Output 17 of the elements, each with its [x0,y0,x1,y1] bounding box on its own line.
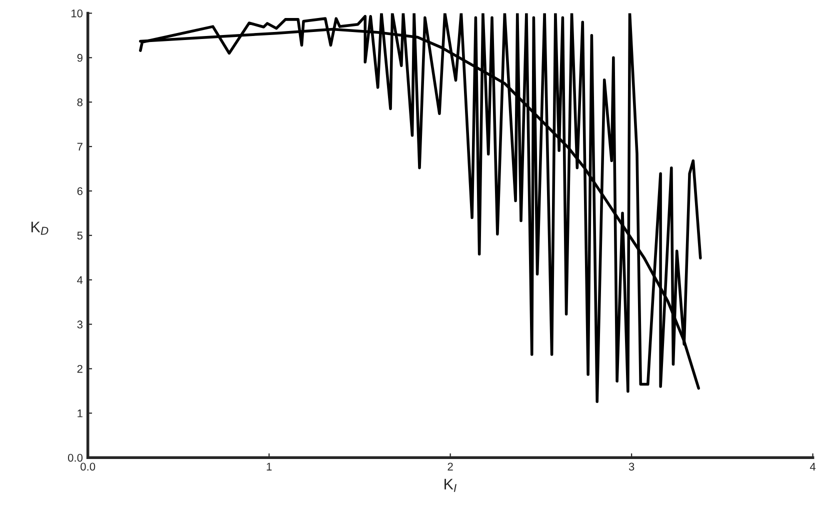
x-axis-title: K$_{I}$ [444,478,456,492]
y-tick-label: 10 [71,9,83,18]
y-tick-label: 8 [77,98,83,106]
y-tick-label: 5 [77,232,83,240]
y-tick-label: 1 [78,410,82,418]
y-tick-label: 7 [77,142,82,151]
y-tick-label: 9 [77,54,82,62]
y-tick-label: 2 [77,364,82,373]
y-axis-title: K$_{D}$ [31,222,48,235]
x-tick-label: 2 [448,462,453,470]
y-tick-label: 4 [77,276,83,284]
x-tick-label: 3 [628,462,634,471]
x-tick-label: 4 [810,462,816,470]
y-tick-label: 0.0 [68,454,83,462]
x-tick-label: 1 [266,462,272,470]
y-tick-label: 3 [77,320,82,328]
y-tick-label: 6 [77,187,82,196]
